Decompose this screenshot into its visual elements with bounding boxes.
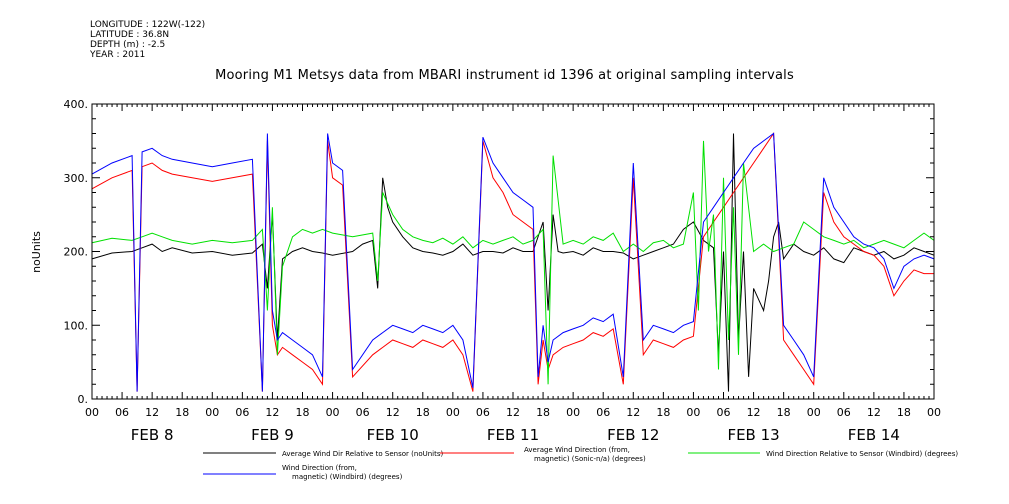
- y-axis-label: noUnits: [30, 231, 43, 273]
- x-tick-label: 12: [386, 406, 400, 419]
- x-tick-label: 00: [326, 406, 340, 419]
- longitude-label: LONGITUDE : 122W(-122): [90, 20, 206, 30]
- y-tick-label: 400.: [64, 98, 89, 111]
- legend: Average Wind Dir Relative to Sensor (noU…: [203, 446, 958, 481]
- legend-label-4: Wind Direction (from, magnetic) (Windbird…: [282, 464, 403, 481]
- x-tick-label: 00: [205, 406, 219, 419]
- x-tick-label: 00: [85, 406, 99, 419]
- series-line-4: [91, 132, 935, 392]
- x-tick-label: 06: [356, 406, 370, 419]
- legend-label-1: Average Wind Dir Relative to Sensor (noU…: [282, 450, 443, 458]
- legend-label-2: Average Wind Direction (from, magnetic) (…: [524, 446, 646, 463]
- x-tick-label: 12: [145, 406, 159, 419]
- series-line-2: [91, 131, 934, 392]
- y-tick-label: 0.: [78, 393, 89, 406]
- year-label: YEAR : 2011: [90, 50, 146, 60]
- x-tick-label: 12: [747, 406, 761, 419]
- y-tick-label: 300.: [64, 172, 89, 185]
- day-label: FEB 13: [727, 426, 779, 444]
- x-tick-label: 00: [686, 406, 700, 419]
- plot-frame: [91, 103, 935, 400]
- x-tick-label: 06: [717, 406, 731, 419]
- day-label: FEB 14: [848, 426, 900, 444]
- x-tick-label: 06: [837, 406, 851, 419]
- x-tick-label: 12: [626, 406, 640, 419]
- ticks-layer: 0. 100. 200. 300. 400. 00 06 12 18 00 06 12 18 00 06 12…: [64, 98, 942, 444]
- x-tick-label: 12: [506, 406, 520, 419]
- x-tick-label: 18: [536, 406, 550, 419]
- x-tick-label: 06: [235, 406, 249, 419]
- day-label: FEB 10: [367, 426, 419, 444]
- x-tick-label: 18: [897, 406, 911, 419]
- x-tick-label: 06: [476, 406, 490, 419]
- x-tick-label: 00: [807, 406, 821, 419]
- depth-label: DEPTH (m) : -2.5: [90, 40, 166, 50]
- x-tick-label: 18: [296, 406, 310, 419]
- day-label: FEB 9: [251, 426, 294, 444]
- x-tick-label: 00: [446, 406, 460, 419]
- latitude-label: LATITUDE : 36.8N: [90, 30, 170, 40]
- series-line-1: [91, 133, 935, 392]
- day-label: FEB 8: [131, 426, 174, 444]
- chart-title: Mooring M1 Metsys data from MBARI instru…: [215, 68, 794, 83]
- x-tick-label: 00: [566, 406, 580, 419]
- x-tick-label: 06: [115, 406, 129, 419]
- x-tick-label: 06: [596, 406, 610, 419]
- legend-label-3: Wind Direction Relative to Sensor (Windb…: [766, 450, 958, 458]
- x-tick-label: 12: [867, 406, 881, 419]
- x-tick-label: 18: [416, 406, 430, 419]
- day-label: FEB 12: [607, 426, 659, 444]
- series-layer: [91, 131, 935, 392]
- metadata-block: LONGITUDE : 122W(-122) LATITUDE : 36.8N …: [90, 20, 205, 60]
- x-tick-label: 18: [656, 406, 670, 419]
- x-tick-label: 12: [265, 406, 279, 419]
- y-tick-label: 100.: [64, 319, 89, 332]
- x-tick-label: 18: [175, 406, 189, 419]
- x-tick-label: 00: [927, 406, 941, 419]
- x-tick-label: 18: [777, 406, 791, 419]
- series-line-3: [91, 140, 935, 385]
- y-tick-label: 200.: [64, 246, 89, 259]
- day-label: FEB 11: [487, 426, 539, 444]
